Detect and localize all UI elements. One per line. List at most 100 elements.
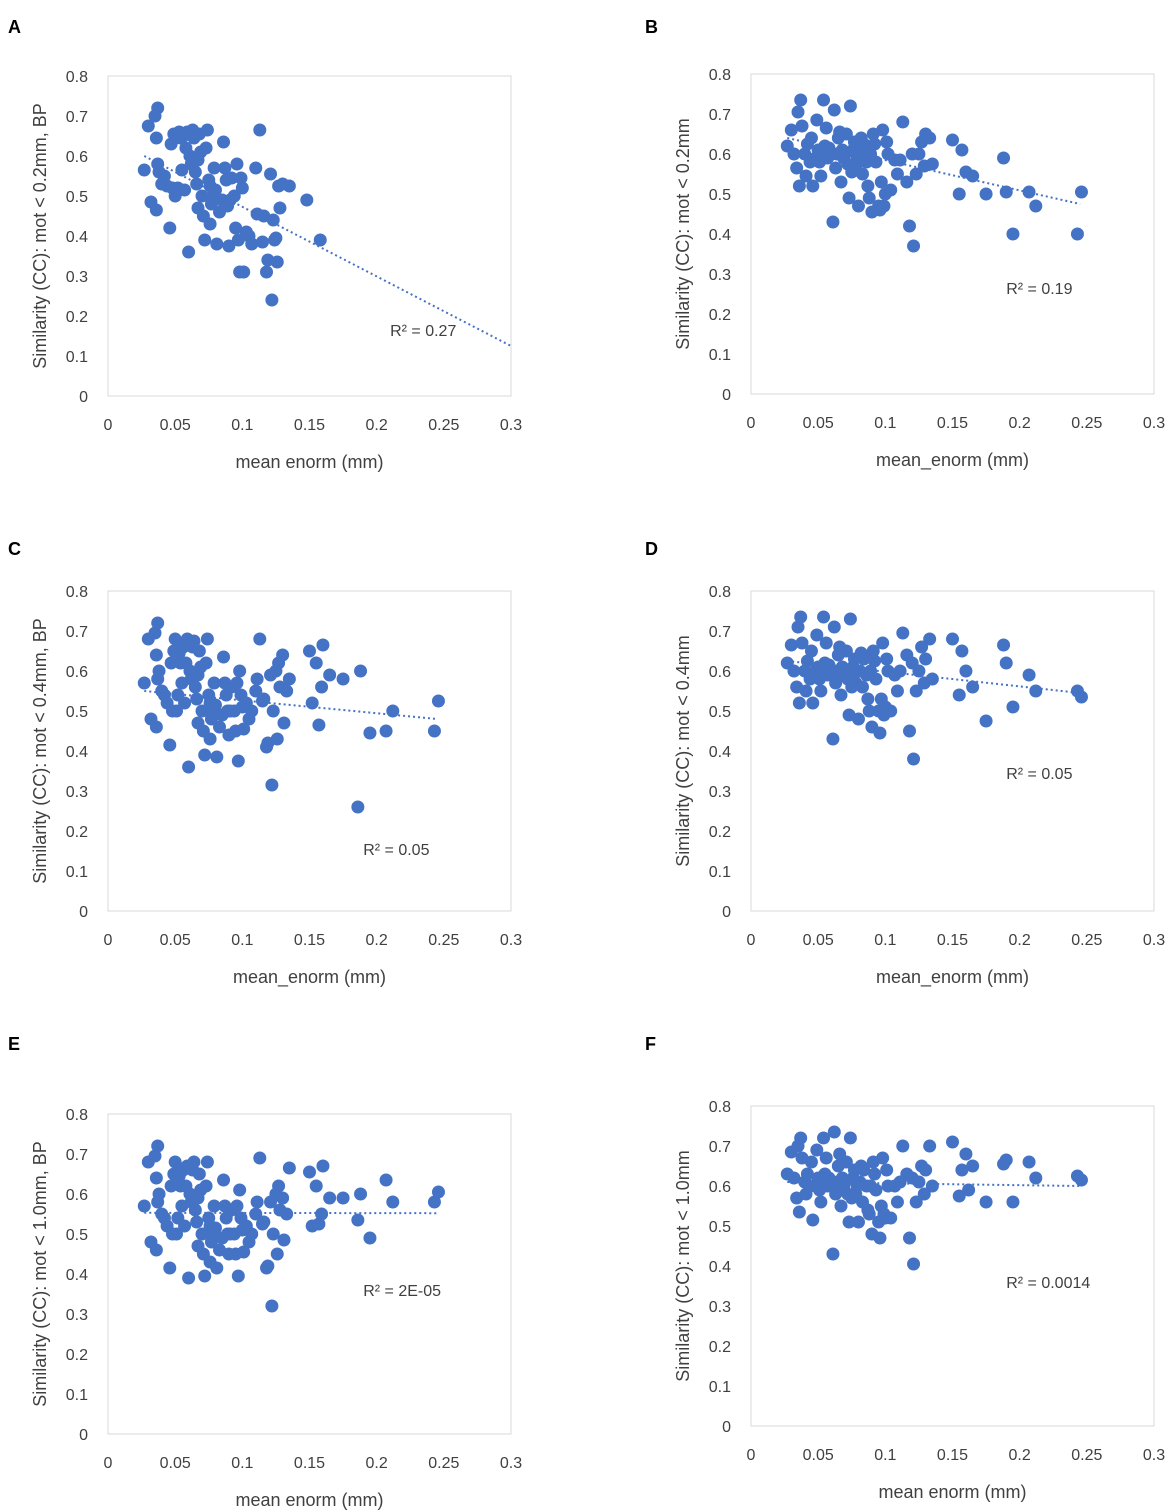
data-point xyxy=(257,692,271,706)
data-point xyxy=(890,684,904,698)
y-tick-label: 0.5 xyxy=(709,1219,731,1236)
data-point xyxy=(303,644,316,658)
data-point xyxy=(868,1167,882,1181)
y-tick-label: 0.5 xyxy=(709,704,731,721)
data-point xyxy=(222,239,236,253)
data-point xyxy=(266,1227,280,1241)
data-point xyxy=(896,1139,910,1153)
data-point xyxy=(834,688,848,702)
data-point xyxy=(148,1149,162,1163)
y-tick-label: 0 xyxy=(722,1419,731,1436)
y-tick-label: 0.7 xyxy=(66,109,88,126)
data-point xyxy=(208,183,222,197)
x-axis-title: mean_enorm (mm) xyxy=(876,450,1029,471)
data-point xyxy=(955,644,969,658)
r-squared-label: R² = 0.05 xyxy=(1006,766,1072,783)
data-point xyxy=(799,684,813,698)
data-point xyxy=(137,676,151,690)
x-tick-label: 0.05 xyxy=(160,417,191,434)
data-point xyxy=(270,732,284,746)
y-tick-label: 0.4 xyxy=(66,1267,88,1284)
data-point xyxy=(212,720,226,734)
data-point xyxy=(386,704,400,718)
data-point xyxy=(178,696,192,710)
data-point xyxy=(999,185,1013,199)
x-tick-label: 0.15 xyxy=(294,932,325,949)
data-point xyxy=(253,632,267,646)
x-tick-label: 0.2 xyxy=(366,932,388,949)
data-point xyxy=(265,778,279,792)
data-point xyxy=(896,626,910,640)
data-point xyxy=(912,664,926,678)
y-tick-label: 0.3 xyxy=(66,1307,88,1324)
data-point xyxy=(861,692,875,706)
data-point xyxy=(323,1191,337,1205)
data-point xyxy=(869,1183,883,1197)
data-point xyxy=(919,1163,933,1177)
y-tick-label: 0.7 xyxy=(66,1147,88,1164)
data-point xyxy=(855,167,869,181)
data-point xyxy=(923,131,937,145)
data-point xyxy=(149,648,163,662)
y-axis-title: Similarity (CC): mot < 1.0mm xyxy=(673,1150,693,1382)
data-point xyxy=(806,696,820,710)
data-point xyxy=(896,115,910,129)
data-point xyxy=(151,1139,165,1153)
data-point xyxy=(810,628,824,642)
data-point xyxy=(230,1199,244,1213)
data-point xyxy=(804,131,818,145)
data-point xyxy=(315,1207,329,1221)
data-point xyxy=(195,189,209,203)
y-tick-label: 0.8 xyxy=(66,69,88,86)
data-point xyxy=(955,143,969,157)
data-point xyxy=(152,664,166,678)
data-point xyxy=(231,1269,245,1283)
data-points xyxy=(780,610,1088,766)
x-axis-title: mean enorm (mm) xyxy=(235,1490,383,1510)
data-point xyxy=(277,1233,291,1247)
r-squared-label: R² = 0.19 xyxy=(1006,281,1072,298)
data-point xyxy=(170,704,184,718)
data-point xyxy=(1006,700,1020,714)
data-point xyxy=(868,137,882,151)
y-tick-label: 0.4 xyxy=(66,229,88,246)
data-point xyxy=(909,1195,923,1209)
data-point xyxy=(249,684,263,698)
y-tick-label: 0.7 xyxy=(709,107,731,124)
data-point xyxy=(800,654,814,668)
data-point xyxy=(282,672,296,686)
data-point xyxy=(827,1125,841,1139)
data-point xyxy=(1074,690,1088,704)
y-tick-label: 0.2 xyxy=(66,309,88,326)
data-point xyxy=(912,147,926,161)
trendline xyxy=(787,660,1081,694)
data-point xyxy=(877,199,891,213)
data-point xyxy=(903,219,917,233)
data-point xyxy=(303,1165,316,1179)
x-tick-label: 0.2 xyxy=(1009,415,1031,432)
y-tick-label: 0.2 xyxy=(66,824,88,841)
data-point xyxy=(842,1215,856,1229)
data-point xyxy=(198,233,212,247)
data-point xyxy=(168,632,182,646)
data-point xyxy=(245,237,259,251)
data-point xyxy=(164,1179,178,1193)
data-point xyxy=(354,664,368,678)
data-point xyxy=(912,1175,926,1189)
data-point xyxy=(862,191,876,205)
data-point xyxy=(261,1259,275,1273)
data-point xyxy=(218,161,232,175)
data-point xyxy=(851,712,865,726)
data-point xyxy=(1006,1195,1020,1209)
data-point xyxy=(819,1151,833,1165)
data-point xyxy=(874,175,888,189)
data-point xyxy=(829,676,843,690)
data-point xyxy=(198,1269,212,1283)
data-point xyxy=(829,1187,843,1201)
trendline xyxy=(143,155,512,347)
data-point xyxy=(237,722,251,736)
data-point xyxy=(946,133,959,147)
data-point xyxy=(1022,185,1036,199)
data-point xyxy=(149,1243,163,1257)
data-point xyxy=(868,654,882,668)
